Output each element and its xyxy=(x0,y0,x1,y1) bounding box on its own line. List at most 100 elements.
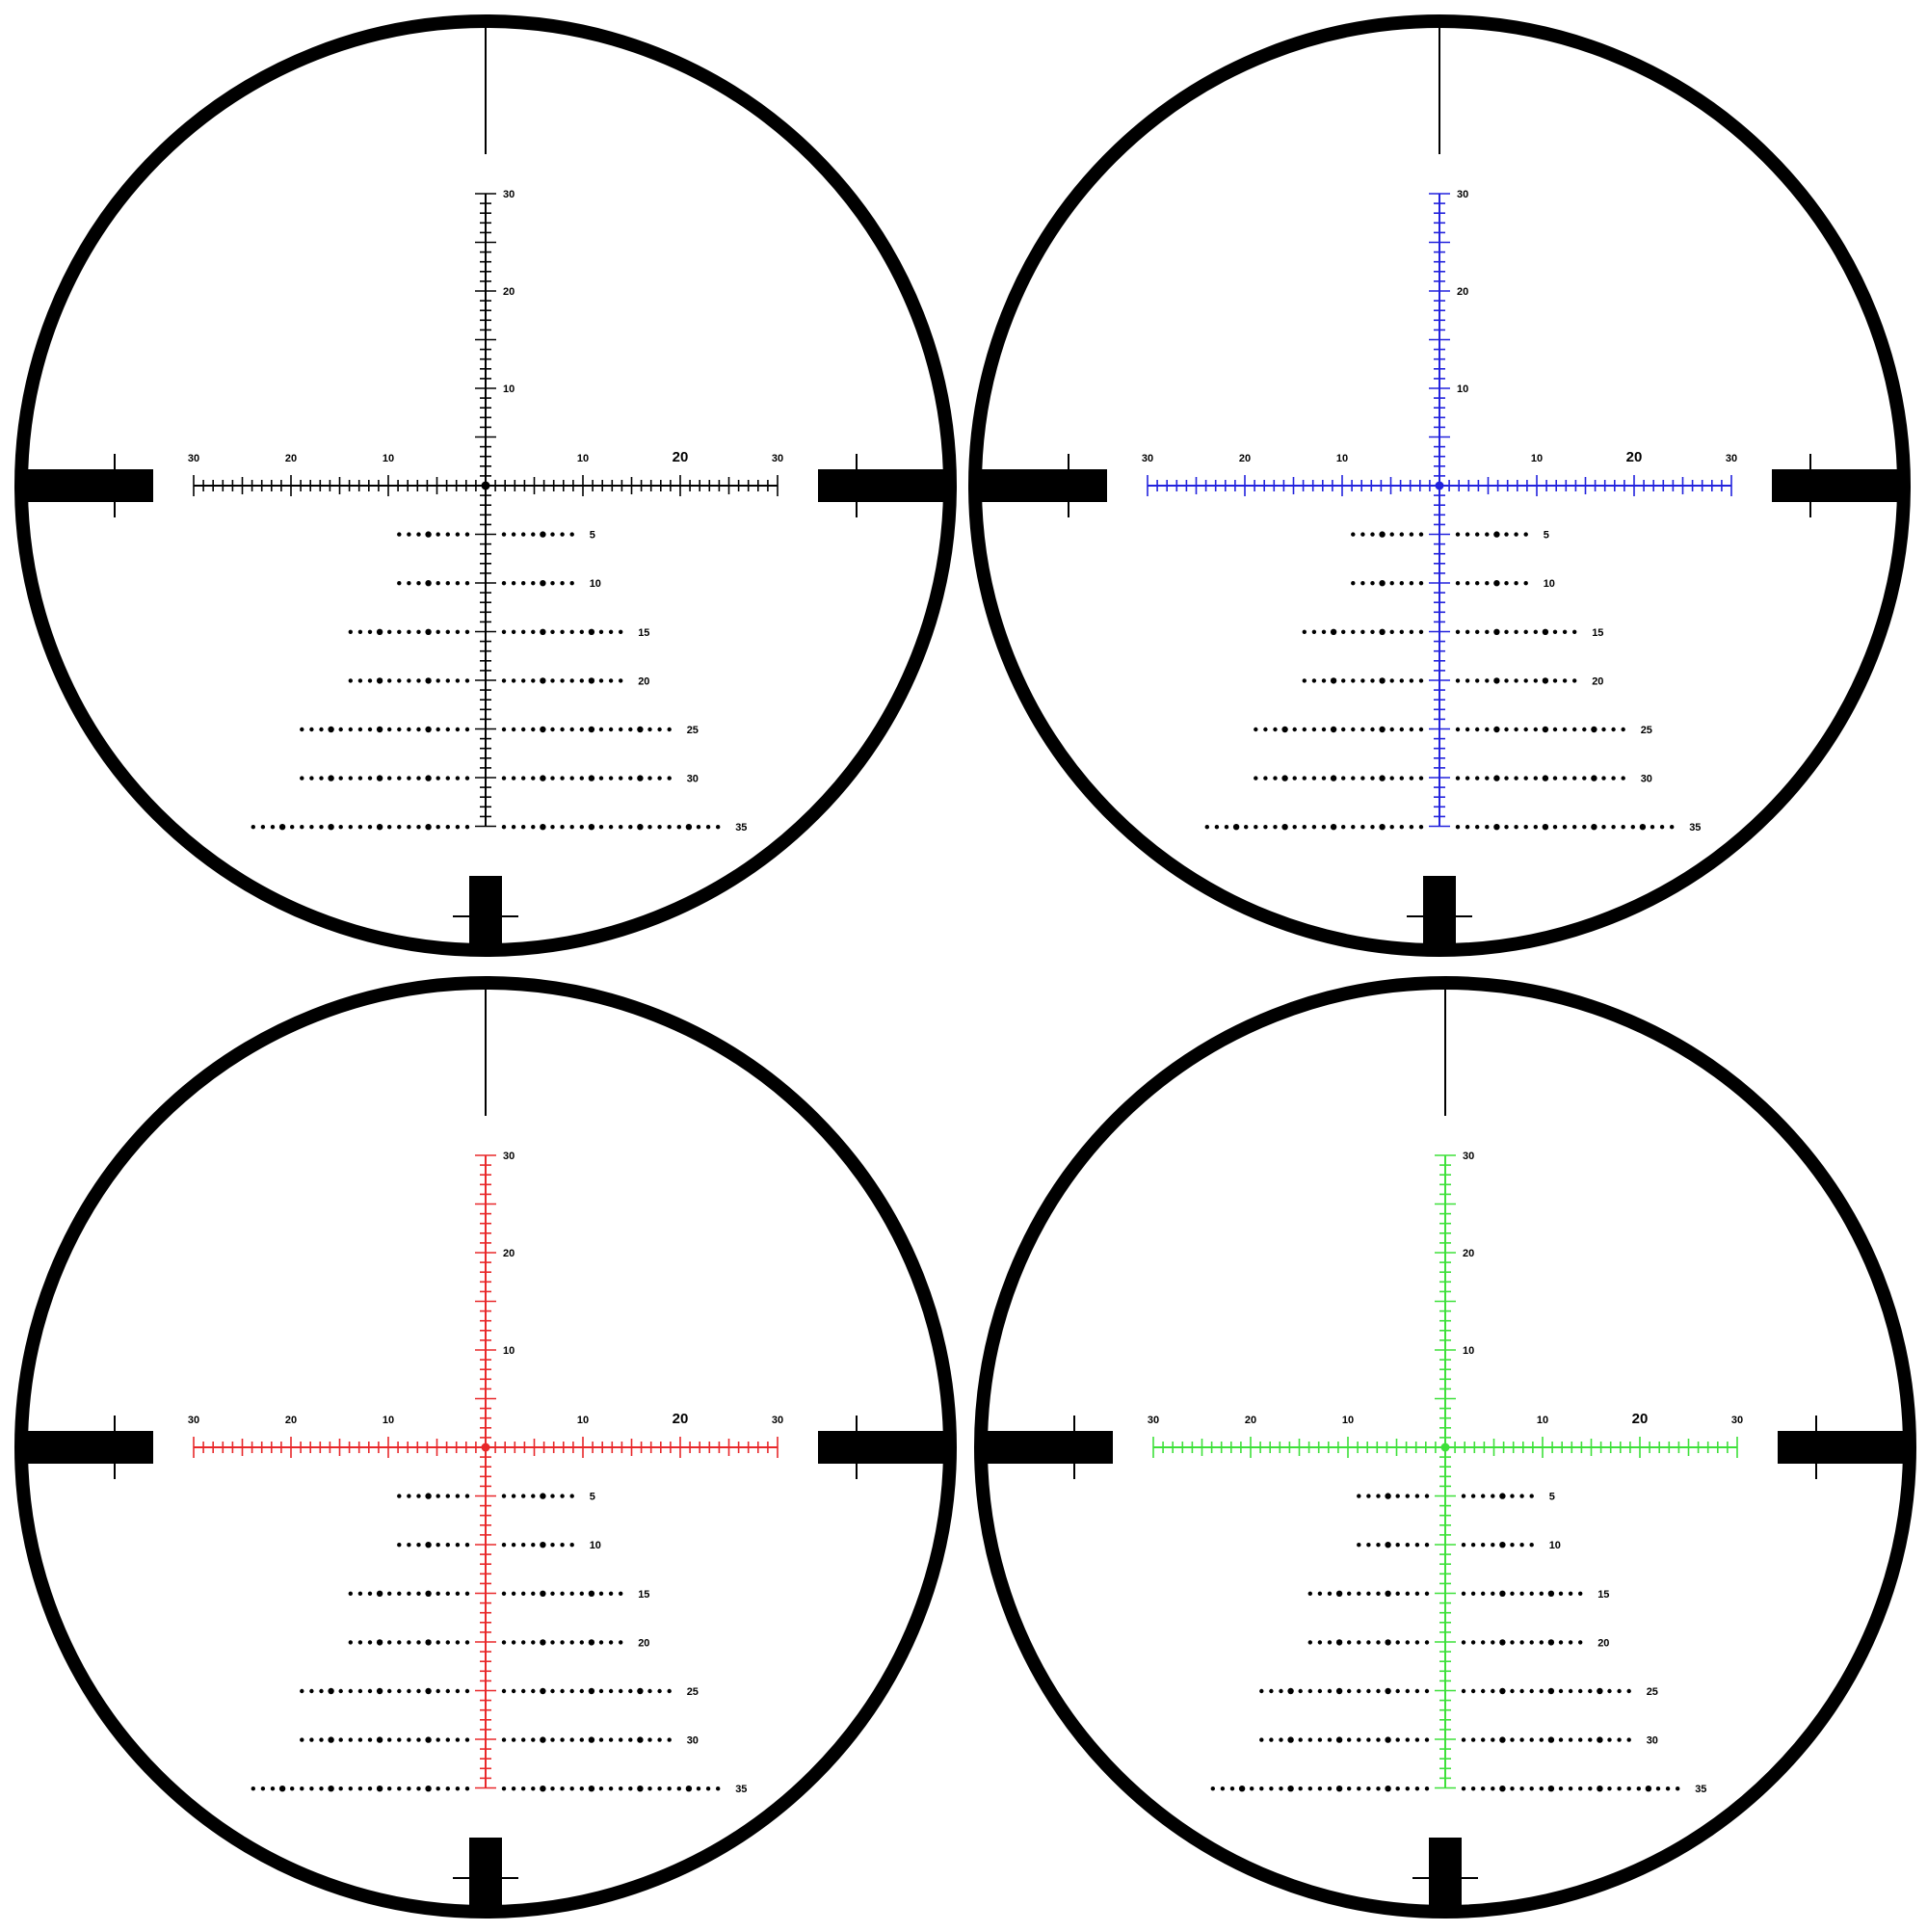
holdover-dot xyxy=(1347,1688,1352,1694)
holdover-dot xyxy=(1562,776,1568,781)
holdover-dot xyxy=(628,776,633,781)
holdover-dot xyxy=(560,1591,565,1597)
holdover-dot xyxy=(1302,629,1307,634)
holdover-dot xyxy=(1504,581,1509,586)
holdover-dot xyxy=(1259,1737,1264,1742)
holdover-dot xyxy=(367,1737,373,1742)
holdover-dot xyxy=(1601,727,1606,732)
holdover-dot xyxy=(445,1494,450,1498)
holdover-dot xyxy=(367,629,373,634)
holdover-dot xyxy=(1376,1494,1381,1498)
holdover-label: 20 xyxy=(1597,1637,1609,1649)
holdover-dot xyxy=(540,726,546,733)
bottom-post xyxy=(1429,1838,1462,1912)
holdover-dot xyxy=(1578,1640,1583,1645)
holdover-dot xyxy=(696,825,701,830)
holdover-dot xyxy=(1357,1543,1361,1548)
holdover-dot xyxy=(531,1543,536,1548)
holdover-label: 20 xyxy=(1592,675,1603,687)
holdover-dot xyxy=(531,1737,536,1742)
holdover-dot xyxy=(608,678,614,683)
holdover-dot xyxy=(550,776,555,781)
holdover-dot xyxy=(1409,776,1414,781)
holdover-dot xyxy=(521,1786,526,1791)
holdover-dot xyxy=(1470,1688,1476,1694)
holdover-dot xyxy=(1366,1543,1371,1548)
holdover-dot xyxy=(1626,1688,1631,1694)
holdover-dot xyxy=(416,1640,421,1645)
holdover-dot xyxy=(1552,727,1558,732)
holdover-dot xyxy=(1529,1591,1534,1597)
windage-label-right: 30 xyxy=(1731,1415,1743,1426)
holdover-dot xyxy=(1357,1737,1361,1742)
holdover-dot xyxy=(397,629,402,634)
holdover-dot xyxy=(1504,629,1509,634)
windage-label-right: 30 xyxy=(1726,453,1737,464)
holdover-dot xyxy=(1357,1591,1361,1597)
holdover-dot xyxy=(1389,678,1394,683)
holdover-dot xyxy=(445,678,450,683)
holdover-dot xyxy=(1389,825,1394,830)
holdover-dot xyxy=(387,629,392,634)
holdover-dot xyxy=(540,628,546,635)
holdover-dot xyxy=(560,1688,565,1694)
holdover-dot xyxy=(647,1688,652,1694)
holdover-dot xyxy=(1514,629,1518,634)
holdover-dot xyxy=(416,581,421,586)
holdover-dot xyxy=(1558,1737,1564,1742)
holdover-dot xyxy=(436,581,440,586)
holdover-dot xyxy=(1499,1493,1506,1499)
holdover-dot xyxy=(1529,1640,1534,1645)
holdover-dot xyxy=(425,677,432,684)
holdover-dot xyxy=(1351,727,1356,732)
holdover-dot xyxy=(521,776,526,781)
holdover-dot xyxy=(628,1688,633,1694)
holdover-dot xyxy=(588,1639,595,1646)
holdover-row: 5 xyxy=(1351,530,1549,542)
holdover-label: 10 xyxy=(1544,578,1555,590)
holdover-dot xyxy=(1529,1688,1534,1694)
holdover-dot xyxy=(1311,678,1317,683)
holdover-dot xyxy=(588,1590,595,1598)
holdover-dot xyxy=(540,824,546,831)
holdover-dot xyxy=(309,727,314,732)
holdover-dot xyxy=(579,825,584,830)
holdover-dot xyxy=(1399,629,1405,634)
holdover-dot xyxy=(637,1736,644,1743)
holdover-dot xyxy=(560,825,565,830)
holdover-dot xyxy=(407,629,411,634)
holdover-dot xyxy=(531,727,536,732)
holdover-dot xyxy=(1414,1786,1420,1791)
holdover-dot xyxy=(1327,1591,1333,1597)
holdover-dot xyxy=(397,532,402,537)
holdover-dot xyxy=(1395,1688,1400,1694)
holdover-dot xyxy=(550,1688,555,1694)
holdover-dot xyxy=(455,629,461,634)
holdover-dot xyxy=(608,1640,614,1645)
holdover-row: 15 xyxy=(348,627,649,639)
holdover-dot xyxy=(1485,678,1490,683)
holdover-dot xyxy=(540,1639,546,1646)
holdover-dot xyxy=(445,1591,450,1597)
holdover-dot xyxy=(1455,581,1461,586)
holdover-dot xyxy=(1510,1688,1515,1694)
holdover-dot xyxy=(569,581,574,586)
elevation-label: 30 xyxy=(503,189,515,200)
holdover-dot xyxy=(1414,1737,1420,1742)
holdover-dot xyxy=(1461,1640,1466,1645)
elevation-label: 20 xyxy=(1463,1248,1474,1259)
holdover-dot xyxy=(407,727,411,732)
holdover-dot xyxy=(1601,825,1606,830)
holdover-dot xyxy=(319,1786,324,1791)
holdover-dot xyxy=(300,1786,304,1791)
holdover-dot xyxy=(1539,1640,1544,1645)
holdover-dot xyxy=(1307,1591,1313,1597)
holdover-dot xyxy=(1514,678,1518,683)
holdover-dot xyxy=(1568,1640,1573,1645)
holdover-dot xyxy=(647,727,652,732)
holdover-dot xyxy=(569,532,574,537)
holdover-dot xyxy=(550,1786,555,1791)
holdover-dot xyxy=(1279,1786,1283,1791)
holdover-dot xyxy=(319,1737,324,1742)
holdover-dot xyxy=(407,532,411,537)
